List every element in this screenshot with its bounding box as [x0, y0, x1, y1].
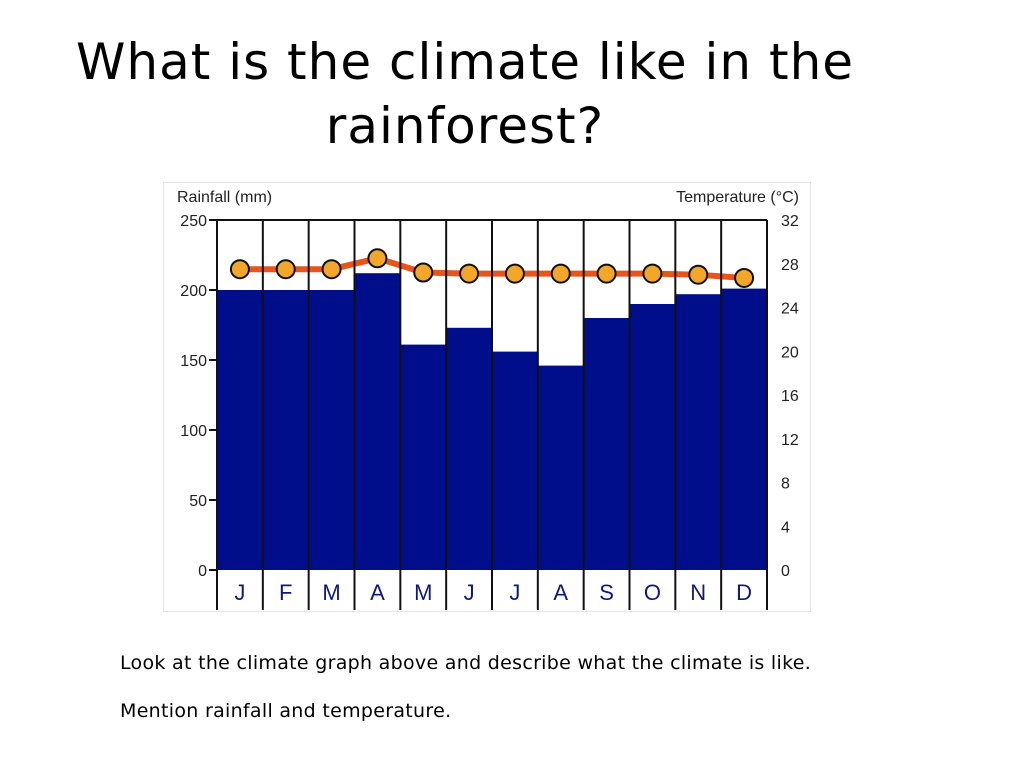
slide-title: What is the climate like in the rainfore… [75, 33, 855, 155]
temperature-point [413, 262, 434, 283]
caption-instruction: Look at the climate graph above and desc… [120, 652, 812, 674]
y2-tick-label: 16 [781, 388, 799, 405]
caption-prompt: Mention rainfall and temperature. [120, 700, 452, 722]
month-label: N [690, 580, 706, 605]
temperature-point [504, 263, 525, 284]
month-label: D [736, 580, 752, 605]
y2-tick-label: 4 [781, 519, 790, 536]
month-label: O [644, 580, 661, 605]
y-axis-label: Rainfall (mm) [177, 189, 272, 206]
month-label: A [370, 580, 385, 605]
climate-graph-svg: 0 50 100 150 200 250 0 4 8 12 16 20 24 28 32 J F M A M J J A S O… [163, 182, 811, 612]
y-tick-label: 50 [189, 493, 207, 510]
month-label: M [414, 580, 432, 605]
y-tick-label: 200 [180, 283, 207, 300]
y-tick-label: 100 [180, 423, 207, 440]
temperature-point [550, 263, 571, 284]
rainfall-bar [629, 304, 676, 570]
rainfall-bar [537, 365, 584, 570]
y2-tick-label: 32 [781, 213, 799, 230]
month-label: S [599, 580, 614, 605]
temperature-point [596, 263, 617, 284]
y2-tick-label: 28 [781, 257, 799, 274]
temperature-point [688, 264, 709, 285]
month-label: J [509, 580, 520, 605]
month-label: M [322, 580, 340, 605]
y-tick-label: 0 [198, 563, 207, 580]
rainfall-bar [262, 290, 309, 570]
temperature-point [734, 267, 755, 288]
chart-axes: 0 50 100 150 200 250 0 4 8 12 16 20 24 28 32 J F M A M J J A S O… [180, 213, 799, 610]
temperature-point [642, 263, 663, 284]
temperature-point [459, 263, 480, 284]
y2-tick-label: 20 [781, 344, 799, 361]
y2-tick-label: 0 [781, 563, 790, 580]
month-label: F [279, 580, 292, 605]
y2-tick-label: 8 [781, 476, 790, 493]
month-label: J [464, 580, 475, 605]
rainfall-bar [583, 318, 630, 570]
temperature-point [367, 248, 388, 269]
rainfall-bar [308, 290, 355, 570]
rainfall-bar [354, 273, 401, 570]
month-label: A [553, 580, 568, 605]
temperature-point [229, 259, 250, 280]
rainfall-bar [675, 294, 722, 570]
temperature-point [321, 259, 342, 280]
rainfall-bars [217, 273, 767, 570]
rainfall-bar [217, 290, 263, 570]
climate-chart: 0 50 100 150 200 250 0 4 8 12 16 20 24 28 32 J F M A M J J A S O… [163, 182, 811, 612]
rainfall-bar [721, 288, 767, 570]
y-tick-label: 250 [180, 213, 207, 230]
y2-tick-label: 24 [781, 301, 799, 318]
month-label: J [234, 580, 245, 605]
temperature-point [275, 259, 296, 280]
y2-tick-label: 12 [781, 432, 799, 449]
y-tick-label: 150 [180, 353, 207, 370]
rainfall-bar [446, 327, 492, 570]
y2-axis-label: Temperature (°C) [676, 189, 799, 206]
rainfall-bar [492, 351, 538, 570]
rainfall-bar [400, 344, 447, 570]
